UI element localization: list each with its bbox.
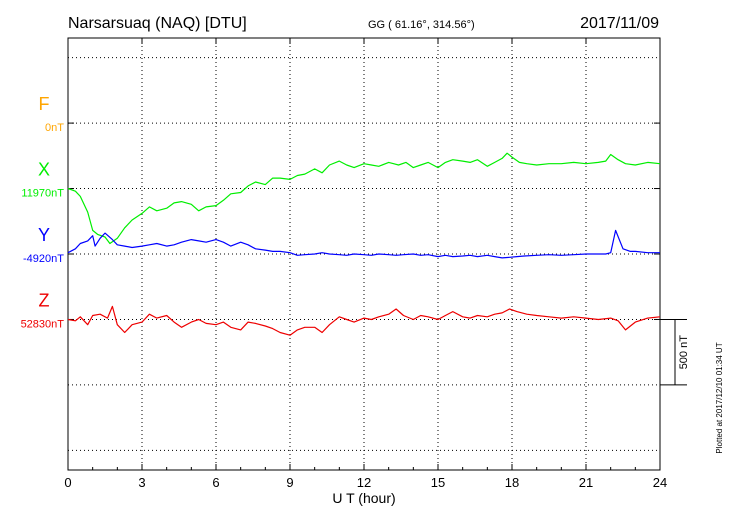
x-tick-label: 3 [138,475,145,490]
series-baseline-z: 52830nT [21,318,65,330]
x-tick-label: 24 [653,475,667,490]
x-axis-ticks: 0 3 6 9 12 15 18 21 24 [64,38,667,490]
station-title: Narsarsuaq (NAQ) [DTU] [68,15,247,32]
gridlines [68,38,660,470]
series-baseline-y: -4920nT [23,253,64,265]
x-tick-label: 6 [212,475,219,490]
series-name-z: Z [39,290,50,310]
series-name-y: Y [38,225,50,245]
series-name-f: F [39,94,50,114]
series-labels: F 0nT X 11970nT Y -4920nT Z 52830nT [21,94,65,330]
x-tick-label: 15 [431,475,445,490]
series-name-x: X [38,160,50,180]
series-baseline-f: 0nT [45,122,64,134]
x-axis-label: U T (hour) [332,490,395,506]
series-baseline-x: 11970nT [21,188,64,200]
scale-bar-label: 500 nT [678,335,690,370]
x-tick-label: 21 [579,475,593,490]
scale-bar [660,318,687,386]
series-line-x [67,152,661,245]
x-tick-label: 9 [286,475,293,490]
x-tick-label: 12 [357,475,371,490]
station-coordinates: GG ( 61.16°, 314.56°) [368,19,475,31]
series-line-y [67,229,660,259]
x-tick-label: 0 [64,475,71,490]
x-tick-label: 18 [505,475,519,490]
series-line-z [67,305,661,336]
plotted-timestamp: Plotted at 2017/12/10 01:34 UT [715,342,724,453]
record-date: 2017/11/09 [580,15,659,32]
series-lines [67,122,661,336]
